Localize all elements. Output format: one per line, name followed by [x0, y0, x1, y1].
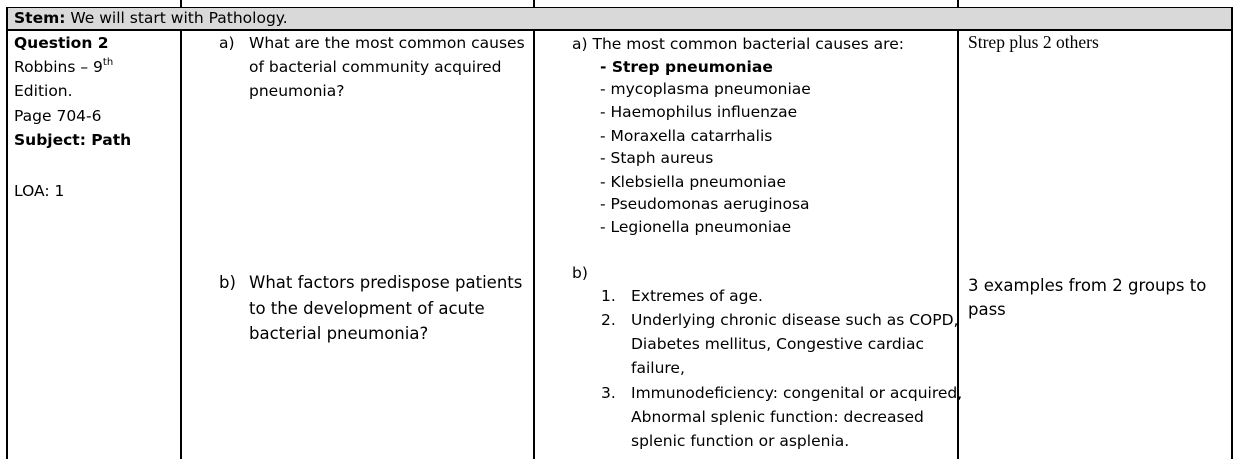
question-a-marker: a) — [219, 34, 235, 52]
answer-a-item-bold: - Strep pneumoniae — [600, 58, 773, 76]
answer-a-item: - Klebsiella pneumoniae — [600, 173, 787, 191]
pass-criteria-a: Strep plus 2 others — [968, 32, 1099, 52]
answer-b-item-line: Immunodeficiency: congenital or acquired… — [631, 384, 963, 402]
pass-criteria-b-line-2: pass — [968, 300, 1006, 319]
header-stub-1 — [180, 0, 182, 8]
top-border — [7, 7, 1232, 8]
question-a-line-2: of bacterial community acquired — [249, 58, 502, 76]
pass-criteria-b-line-1: 3 examples from 2 groups to — [968, 276, 1207, 295]
stem-label: Stem: — [14, 9, 66, 27]
source-superscript: th — [102, 56, 114, 68]
answer-b-item-number: 1. — [601, 287, 616, 305]
answer-b-item-line: splenic function or asplenia. — [631, 432, 850, 450]
header-stub-3 — [957, 0, 959, 8]
question-number: Question 2 — [14, 34, 109, 52]
stem-line: Stem: We will start with Pathology. — [14, 8, 288, 29]
subject-label: Subject: Path — [14, 131, 132, 149]
answer-a-item: - Staph aureus — [600, 149, 714, 167]
loa-label: LOA: 1 — [14, 182, 65, 200]
answer-a-item: - Moraxella catarrhalis — [600, 127, 773, 145]
column-divider-3 — [957, 30, 959, 459]
stem-bottom-border — [7, 29, 1232, 31]
stem-row-background — [8, 8, 1231, 29]
stem-text: We will start with Pathology. — [70, 9, 288, 27]
answer-b-item-line: Extremes of age. — [631, 287, 763, 305]
page-reference: Page 704-6 — [14, 107, 102, 125]
answer-b-item-line: Underlying chronic disease such as COPD, — [631, 311, 959, 329]
question-a-line-1: What are the most common causes — [249, 34, 525, 52]
source-book: Robbins – 9 — [14, 58, 103, 76]
answer-b-item-line: failure, — [631, 359, 685, 377]
left-border — [6, 7, 8, 459]
answer-b-marker: b) — [572, 264, 588, 282]
right-border — [1231, 7, 1233, 459]
question-b-line-1: What factors predispose patients — [249, 273, 523, 292]
answer-b-item-line: Diabetes mellitus, Congestive cardiac — [631, 335, 925, 353]
answer-b-item-line: Abnormal splenic function: decreased — [631, 408, 924, 426]
answer-a-item: - Haemophilus influenzae — [600, 103, 798, 121]
answer-a-item: - Pseudomonas aeruginosa — [600, 195, 810, 213]
question-b-line-3: bacterial pneumonia? — [249, 324, 429, 343]
question-b-marker: b) — [219, 273, 236, 292]
question-b-line-2: to the development of acute — [249, 299, 485, 318]
answer-a-item: - Legionella pneumoniae — [600, 218, 792, 236]
question-a-line-3: pneumonia? — [249, 82, 345, 100]
edition-text: Edition. — [14, 82, 73, 100]
answer-b-item-number: 2. — [601, 311, 616, 329]
column-divider-1 — [180, 30, 182, 459]
answer-a-item: - mycoplasma pneumoniae — [600, 80, 811, 98]
header-stub-2 — [533, 0, 535, 8]
answer-a-intro: a) The most common bacterial causes are: — [572, 35, 904, 53]
column-divider-2 — [533, 30, 535, 459]
answer-b-item-number: 3. — [601, 384, 616, 402]
source-text: Robbins – 9th — [14, 56, 113, 78]
